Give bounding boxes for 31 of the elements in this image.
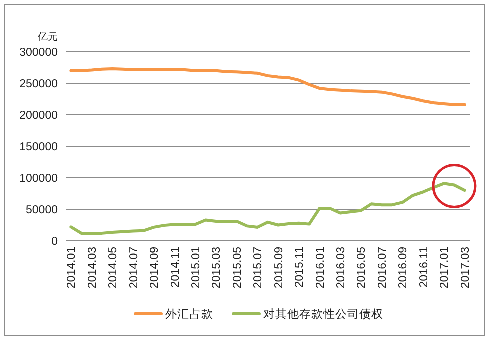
x-tick-label: 2014.09 (149, 247, 162, 289)
x-tick-label: 2016.11 (418, 247, 430, 288)
x-tick-label: 2014.11 (170, 247, 182, 288)
x-tick-label: 2016.05 (356, 247, 368, 289)
x-tick-label: 2015.03 (211, 247, 224, 289)
x-tick-label: 2017.03 (460, 247, 472, 289)
x-tick-label: 2014.03 (86, 247, 99, 289)
y-tick-label: 100000 (20, 173, 58, 185)
x-tick-label: 2016.07 (376, 247, 389, 289)
y-tick-label: 200000 (20, 110, 58, 122)
x-tick-label: 2014.05 (108, 247, 120, 289)
x-tick-label: 2016.03 (336, 247, 348, 289)
x-tick-label: 2014.01 (66, 247, 78, 289)
x-tick-label: 2015.11 (294, 247, 306, 288)
line-series (70, 68, 466, 106)
y-tick-label: 300000 (20, 47, 58, 59)
legend-label: 外汇占款 (166, 308, 214, 321)
x-tick-label: 2017.01 (439, 247, 452, 289)
y-tick-label: 0 (52, 236, 58, 248)
x-tick-label: 2016.01 (314, 247, 327, 289)
y-tick-label: 50000 (26, 204, 58, 216)
x-tick-label: 2015.07 (252, 247, 265, 289)
y-tick-label: 150000 (20, 142, 58, 154)
x-tick-label: 2015.01 (190, 247, 202, 289)
x-tick-label: 2015.09 (273, 247, 286, 289)
legend-label: 对其他存款性公司债权 (264, 308, 384, 321)
y-axis-title: 亿元 (37, 32, 58, 43)
x-tick-label: 2015.05 (232, 247, 244, 289)
x-tick-label: 2014.07 (128, 247, 140, 289)
y-tick-label: 250000 (20, 78, 58, 90)
x-tick-label: 2016.09 (398, 247, 410, 289)
